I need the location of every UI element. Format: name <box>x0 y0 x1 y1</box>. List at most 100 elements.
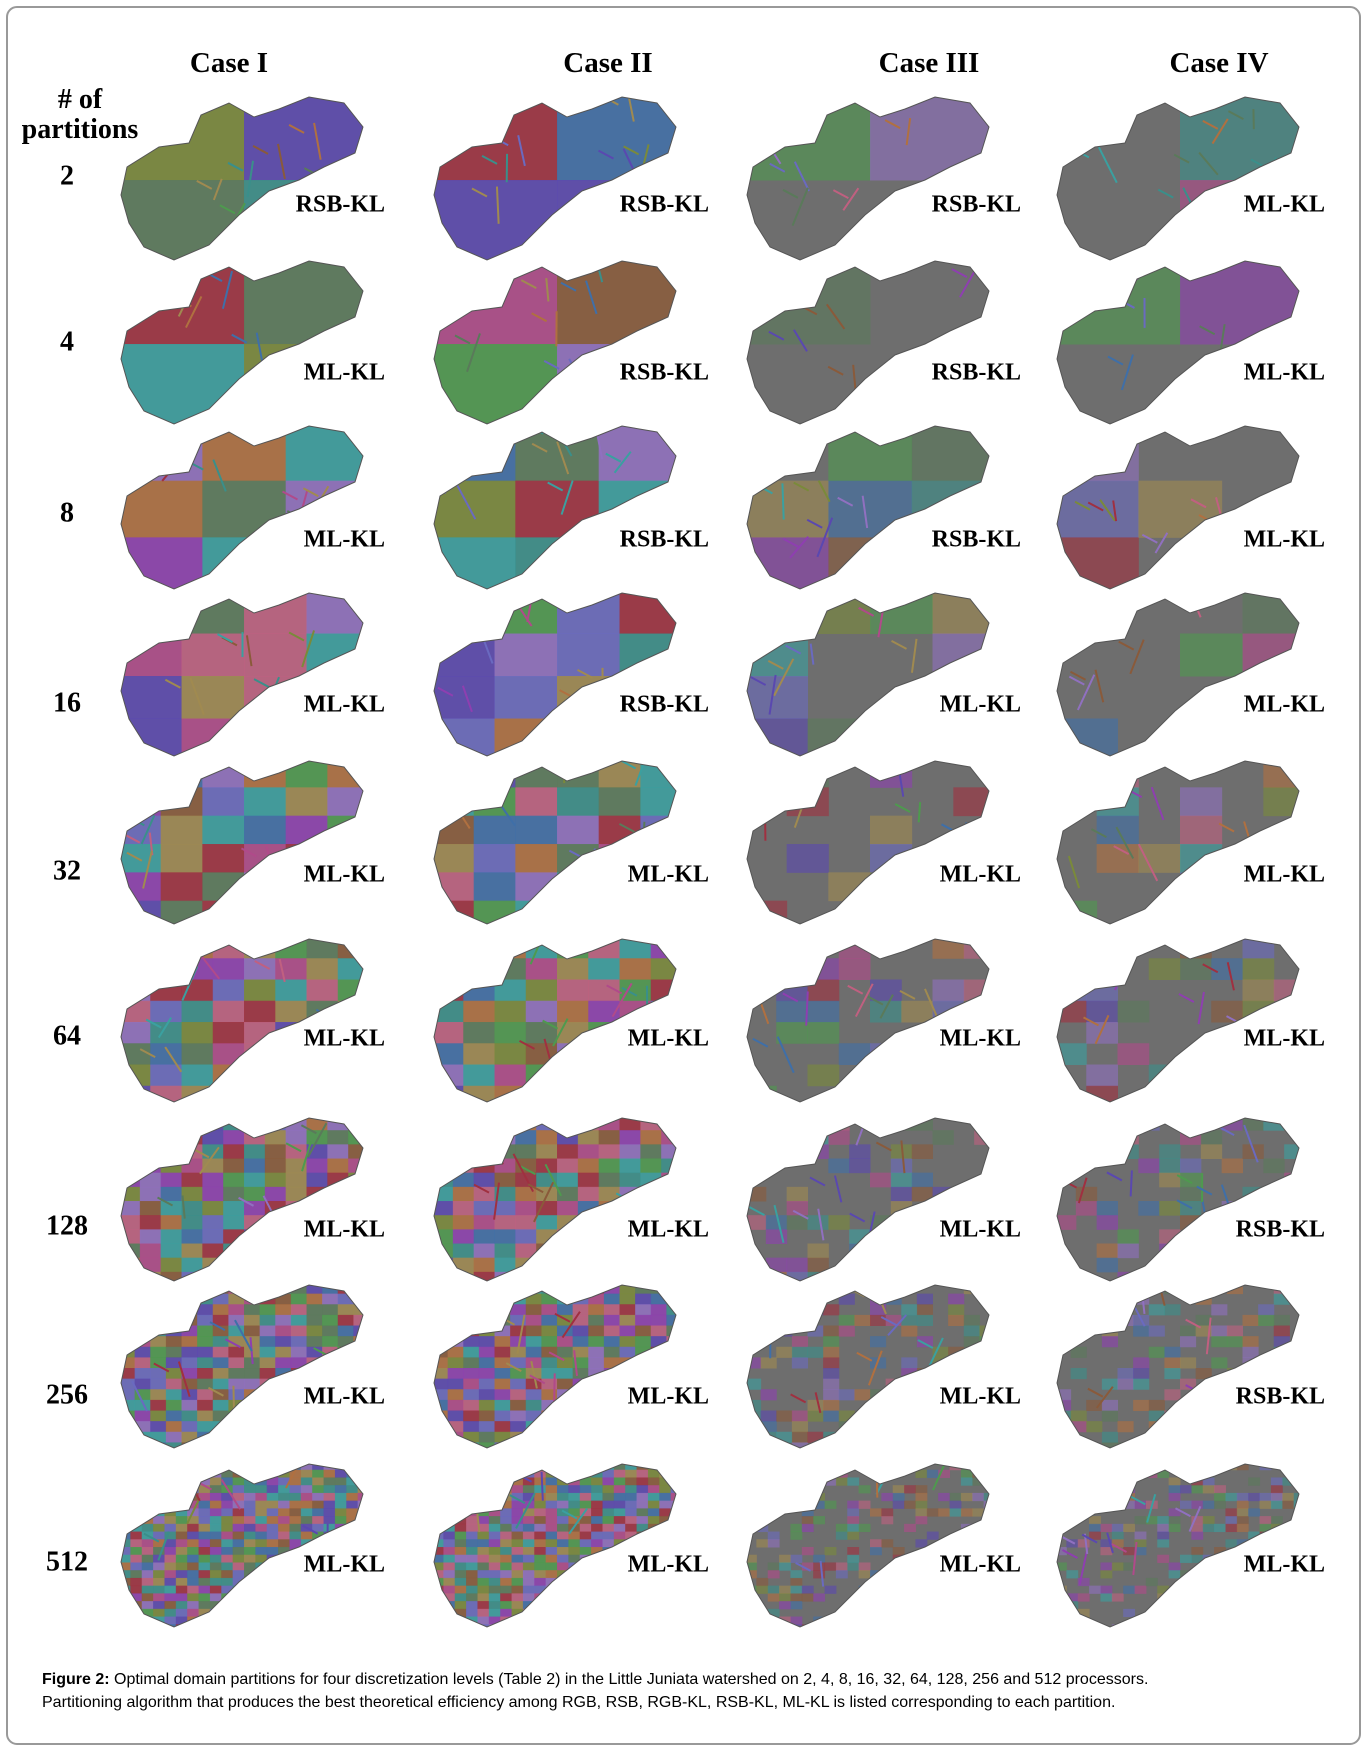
partition-patch <box>1133 1368 1149 1379</box>
partition-patch <box>1071 1411 1087 1422</box>
partition-patch <box>808 1244 829 1259</box>
partition-patch <box>659 1501 671 1509</box>
partition-patch <box>1180 634 1243 677</box>
partition-patch <box>802 1516 814 1524</box>
partition-patch <box>1180 1326 1196 1337</box>
partition-patch <box>1135 1532 1147 1540</box>
partition-patch <box>267 1547 279 1555</box>
algorithm-label: RSB-KL <box>1236 1217 1325 1243</box>
partition-patch <box>1086 1400 1102 1411</box>
partition-patch <box>1237 1524 1249 1532</box>
partition-patch <box>140 1244 161 1259</box>
partition-patch <box>291 1347 307 1358</box>
partition-patch <box>233 1532 245 1540</box>
partition-patch <box>1169 1493 1181 1501</box>
partition-patch <box>536 1130 557 1145</box>
partition-patch <box>301 1485 313 1493</box>
partition-patch <box>182 1411 198 1422</box>
partition-patch <box>221 1555 233 1563</box>
partition-patch <box>210 1532 222 1540</box>
partition-patch <box>761 1411 777 1422</box>
partition-patch <box>164 1570 176 1578</box>
partition-patch <box>187 1601 199 1609</box>
partition-patch <box>142 1601 154 1609</box>
partition-patch <box>904 1485 916 1493</box>
algorithm-label: RSB-KL <box>932 527 1021 553</box>
partition-patch <box>182 1229 203 1244</box>
partition-patch <box>648 1485 660 1493</box>
partition-patch <box>523 1485 535 1493</box>
partition-patch <box>1225 1493 1237 1501</box>
partition-patch <box>620 1130 641 1145</box>
partition-patch <box>291 1294 307 1305</box>
partition-patch <box>1237 1493 1249 1501</box>
partition-patch <box>289 1524 301 1532</box>
partition-patch <box>176 1555 188 1563</box>
partition-patch <box>1164 1389 1180 1400</box>
partition-patch <box>221 1524 233 1532</box>
partition-patch <box>153 1578 165 1586</box>
partition-count: 128 <box>46 1210 88 1241</box>
partition-patch <box>466 1516 478 1524</box>
partition-patch <box>495 1001 527 1023</box>
partition-patch <box>161 1201 182 1216</box>
partition-patch <box>307 1304 323 1315</box>
partition-patch <box>324 1508 336 1516</box>
partition-patch <box>620 1336 636 1347</box>
partition-patch <box>893 1493 905 1501</box>
partition-patch <box>512 1601 524 1609</box>
partition-patch <box>199 1516 211 1524</box>
partition-patch <box>1100 1570 1112 1578</box>
algorithm-label: ML-KL <box>1244 862 1325 888</box>
partition-patch <box>312 1470 324 1478</box>
partition-patch <box>489 1555 501 1563</box>
partition-patch <box>1149 1347 1165 1358</box>
partition-patch <box>614 1524 626 1532</box>
partition-patch <box>153 1609 165 1617</box>
partition-patch <box>839 1315 855 1326</box>
partition-patch <box>495 1201 516 1216</box>
partition-count: 512 <box>46 1546 88 1577</box>
partition-patch <box>1159 1201 1180 1216</box>
partition-patch <box>534 1516 546 1524</box>
partition-patch <box>244 1539 256 1547</box>
partition-patch <box>776 1347 792 1358</box>
partition-patch <box>199 1547 211 1555</box>
partition-patch <box>495 1065 527 1087</box>
partition-patch <box>1225 1508 1237 1516</box>
partition-patch <box>466 1601 478 1609</box>
partition-patch <box>221 1516 233 1524</box>
partition-patch <box>479 1379 495 1390</box>
partition-patch <box>648 1516 660 1524</box>
partition-patch <box>466 1547 478 1555</box>
partition-patch <box>1211 1357 1227 1368</box>
partition-patch <box>568 1493 580 1501</box>
partition-patch <box>1097 1201 1118 1216</box>
partition-patch <box>836 1570 848 1578</box>
partition-patch <box>213 1368 229 1379</box>
algorithm-label: ML-KL <box>940 692 1021 718</box>
partition-patch <box>557 816 599 845</box>
partition-patch <box>536 1215 557 1230</box>
partition-patch <box>1214 1493 1226 1501</box>
partition-patch <box>213 1357 229 1368</box>
partition-patch <box>286 1130 307 1145</box>
partition-patch <box>792 1336 808 1347</box>
partition-patch <box>223 1159 244 1174</box>
partition-patch <box>599 1144 620 1159</box>
partition-patch <box>620 1159 641 1174</box>
partition-patch <box>1078 1593 1090 1601</box>
partition-patch <box>210 1524 222 1532</box>
partition-patch <box>578 1144 599 1159</box>
partition-patch <box>557 1159 578 1174</box>
partition-patch <box>588 1304 604 1315</box>
partition-count: 256 <box>46 1379 88 1410</box>
partition-patch <box>199 1555 211 1563</box>
algorithm-label: RSB-KL <box>620 360 709 386</box>
algorithm-label: ML-KL <box>940 1552 1021 1578</box>
partition-patch <box>455 1578 467 1586</box>
partition-patch <box>135 1379 151 1390</box>
partition-patch <box>495 1400 511 1411</box>
partition-patch <box>278 1516 290 1524</box>
partition-patch <box>1214 1501 1226 1509</box>
